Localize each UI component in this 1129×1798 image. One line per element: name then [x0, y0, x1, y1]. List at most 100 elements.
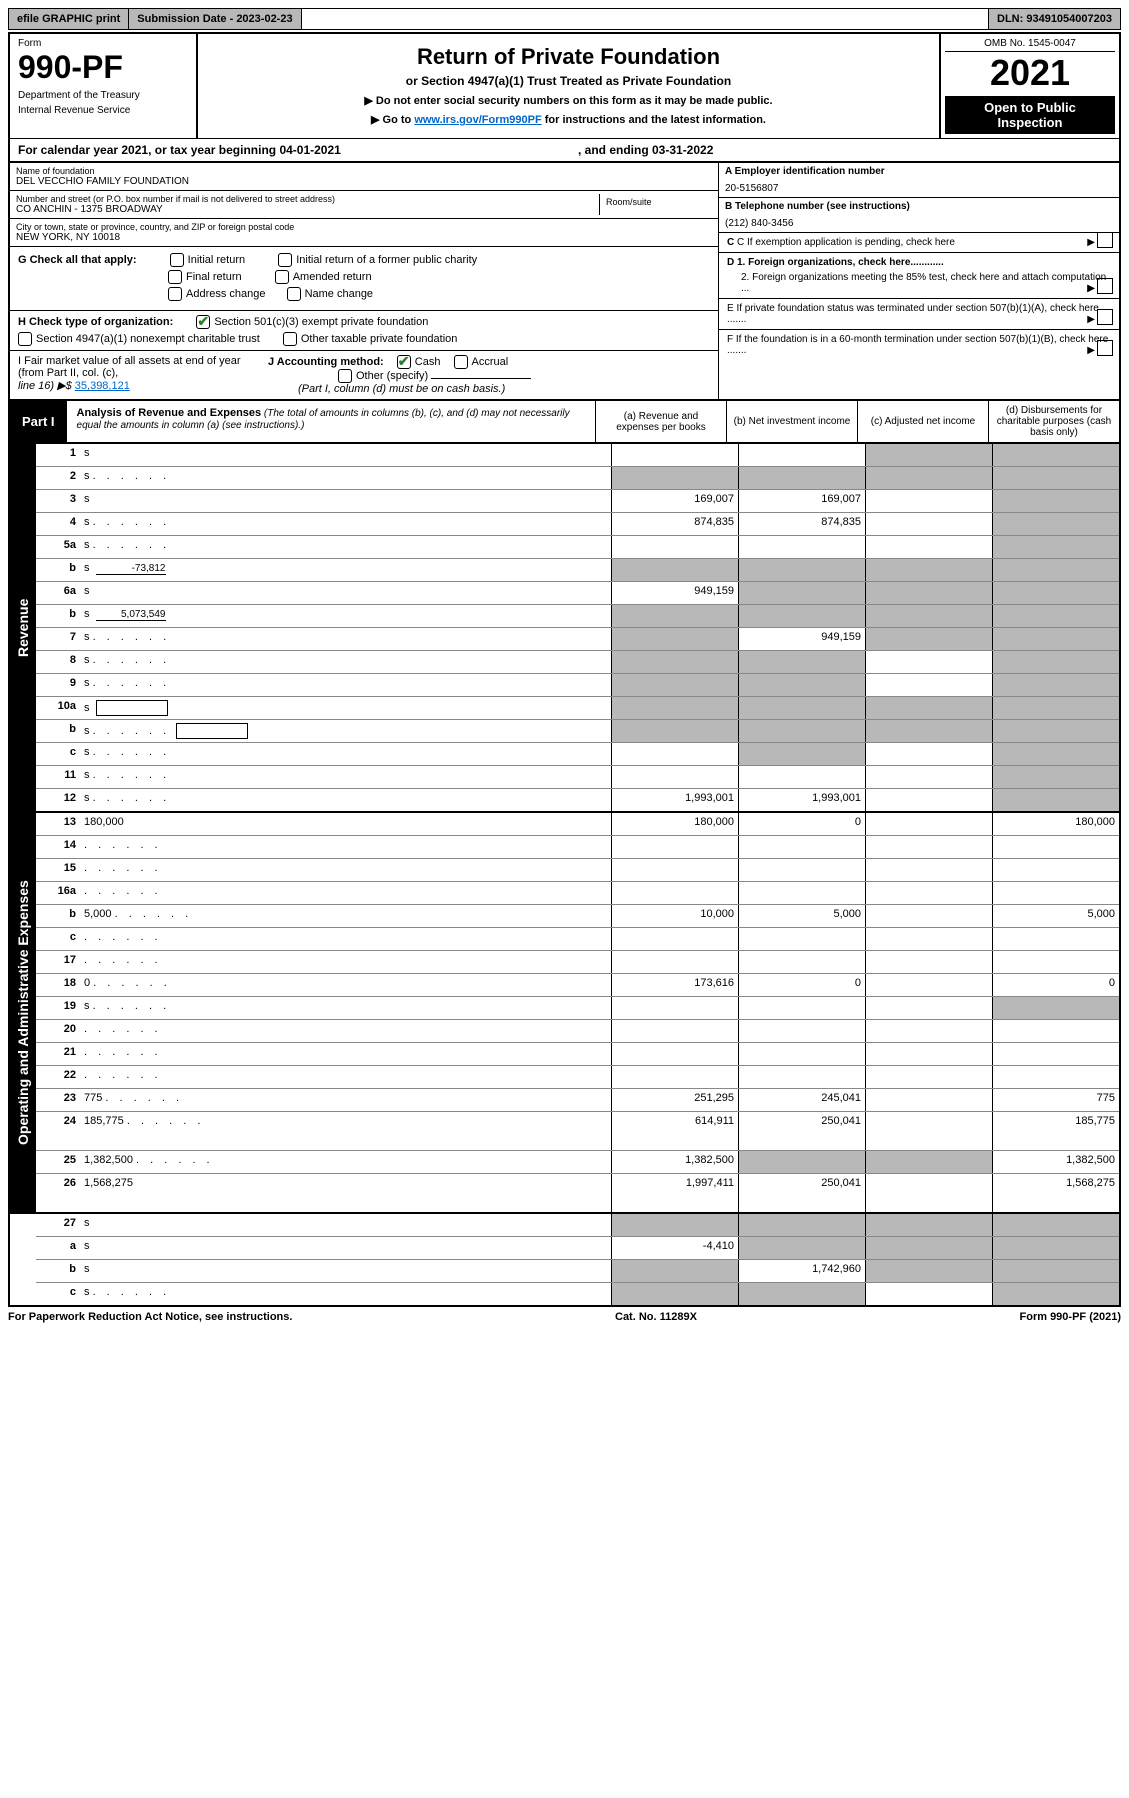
line-description: s5,073,549	[80, 605, 611, 627]
checkbox-4947a1[interactable]	[18, 332, 32, 346]
cell-b	[738, 674, 865, 696]
cell-c	[865, 720, 992, 742]
line-description: s . . . . . .	[80, 467, 611, 489]
cell-c	[865, 951, 992, 973]
cell-c	[865, 789, 992, 811]
cell-b	[738, 1043, 865, 1065]
cell-b: 169,007	[738, 490, 865, 512]
table-row: 20 . . . . . .	[36, 1020, 1119, 1043]
checkbox-status-terminated[interactable]	[1097, 309, 1113, 325]
irs-link[interactable]: www.irs.gov/Form990PF	[414, 114, 541, 126]
line-description: 1,568,275	[80, 1174, 611, 1212]
cell-d	[992, 928, 1119, 950]
line-number: 10a	[36, 697, 80, 719]
info-right: A Employer identification number 20-5156…	[718, 163, 1119, 399]
cell-a	[611, 836, 738, 858]
cell-c	[865, 444, 992, 466]
cell-c	[865, 1043, 992, 1065]
line-number: b	[36, 1260, 80, 1282]
cell-c	[865, 674, 992, 696]
efile-label[interactable]: efile GRAPHIC print	[9, 9, 129, 29]
cell-d: 1,382,500	[992, 1151, 1119, 1173]
cell-d	[992, 513, 1119, 535]
checkbox-cash[interactable]	[397, 355, 411, 369]
line-description: 5,000 . . . . . .	[80, 905, 611, 927]
line-number: 8	[36, 651, 80, 673]
table-row: 22 . . . . . .	[36, 1066, 1119, 1089]
table-row: 261,568,2751,997,411250,0411,568,275	[36, 1174, 1119, 1212]
cell-b	[738, 743, 865, 765]
checkbox-address-change[interactable]	[168, 287, 182, 301]
cell-d	[992, 697, 1119, 719]
line-number: 13	[36, 813, 80, 835]
line-description: s	[80, 1260, 611, 1282]
checkbox-exemption-pending[interactable]	[1097, 232, 1113, 248]
checkbox-60-month[interactable]	[1097, 340, 1113, 356]
line-number: 2	[36, 467, 80, 489]
table-row: 7s . . . . . .949,159	[36, 628, 1119, 651]
checkbox-accrual[interactable]	[454, 355, 468, 369]
form-header: Form 990-PF Department of the Treasury I…	[8, 32, 1121, 139]
cell-d	[992, 628, 1119, 650]
line-number: 14	[36, 836, 80, 858]
line-description: . . . . . .	[80, 951, 611, 973]
line-description: s . . . . . .	[80, 674, 611, 696]
line-number: b	[36, 905, 80, 927]
line-description: s	[80, 490, 611, 512]
checkbox-initial-return[interactable]	[170, 253, 184, 267]
line-description: 775 . . . . . .	[80, 1089, 611, 1111]
info-left: Name of foundation DEL VECCHIO FAMILY FO…	[10, 163, 718, 399]
fair-market-value[interactable]: 35,398,121	[75, 380, 130, 392]
cell-c	[865, 813, 992, 835]
checkbox-initial-former[interactable]	[278, 253, 292, 267]
line-description: s	[80, 444, 611, 466]
checkbox-85-test[interactable]	[1097, 278, 1113, 294]
line-number: b	[36, 559, 80, 581]
checkbox-501c3[interactable]	[196, 315, 210, 329]
table-row: 27s	[36, 1214, 1119, 1237]
line-number: 23	[36, 1089, 80, 1111]
cell-b	[738, 582, 865, 604]
line-number: 17	[36, 951, 80, 973]
cell-c	[865, 1214, 992, 1236]
cell-a	[611, 1066, 738, 1088]
checkbox-other-taxable[interactable]	[283, 332, 297, 346]
checkbox-name-change[interactable]	[287, 287, 301, 301]
cell-b	[738, 1066, 865, 1088]
section-ij: I Fair market value of all assets at end…	[10, 351, 718, 399]
table-row: 5as . . . . . .	[36, 536, 1119, 559]
cell-c	[865, 651, 992, 673]
cell-a	[611, 951, 738, 973]
line-description: s	[80, 697, 611, 719]
cell-b	[738, 720, 865, 742]
line-number: 7	[36, 628, 80, 650]
cell-d	[992, 859, 1119, 881]
section-i: I Fair market value of all assets at end…	[18, 355, 268, 395]
cell-b	[738, 444, 865, 466]
cell-a	[611, 628, 738, 650]
cell-b	[738, 1020, 865, 1042]
dept-irs: Internal Revenue Service	[18, 105, 188, 116]
cell-c	[865, 1020, 992, 1042]
table-row: 12s . . . . . .1,993,0011,993,001	[36, 789, 1119, 811]
cell-a: 169,007	[611, 490, 738, 512]
cell-d: 775	[992, 1089, 1119, 1111]
cell-a: 949,159	[611, 582, 738, 604]
line-number: 3	[36, 490, 80, 512]
checkbox-amended[interactable]	[275, 270, 289, 284]
tax-year: 2021	[945, 52, 1115, 94]
line-description: . . . . . .	[80, 1043, 611, 1065]
cell-c	[865, 582, 992, 604]
cell-a: 10,000	[611, 905, 738, 927]
cell-d	[992, 720, 1119, 742]
cell-c	[865, 490, 992, 512]
col-c-header: (c) Adjusted net income	[857, 401, 988, 442]
ein-cell: A Employer identification number 20-5156…	[719, 163, 1119, 198]
cell-b: 0	[738, 974, 865, 996]
table-row: 14 . . . . . .	[36, 836, 1119, 859]
street-cell: Number and street (or P.O. box number if…	[10, 191, 718, 219]
footer-mid: Cat. No. 11289X	[615, 1311, 697, 1323]
checkbox-other-method[interactable]	[338, 369, 352, 383]
cell-c	[865, 605, 992, 627]
checkbox-final-return[interactable]	[168, 270, 182, 284]
